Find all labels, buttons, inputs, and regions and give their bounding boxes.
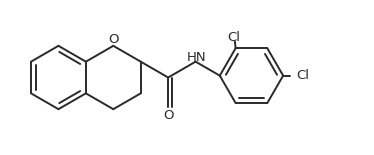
Text: O: O [163,109,174,122]
Text: HN: HN [187,51,206,64]
Text: Cl: Cl [227,31,240,44]
Text: Cl: Cl [296,69,309,82]
Text: O: O [108,33,119,46]
